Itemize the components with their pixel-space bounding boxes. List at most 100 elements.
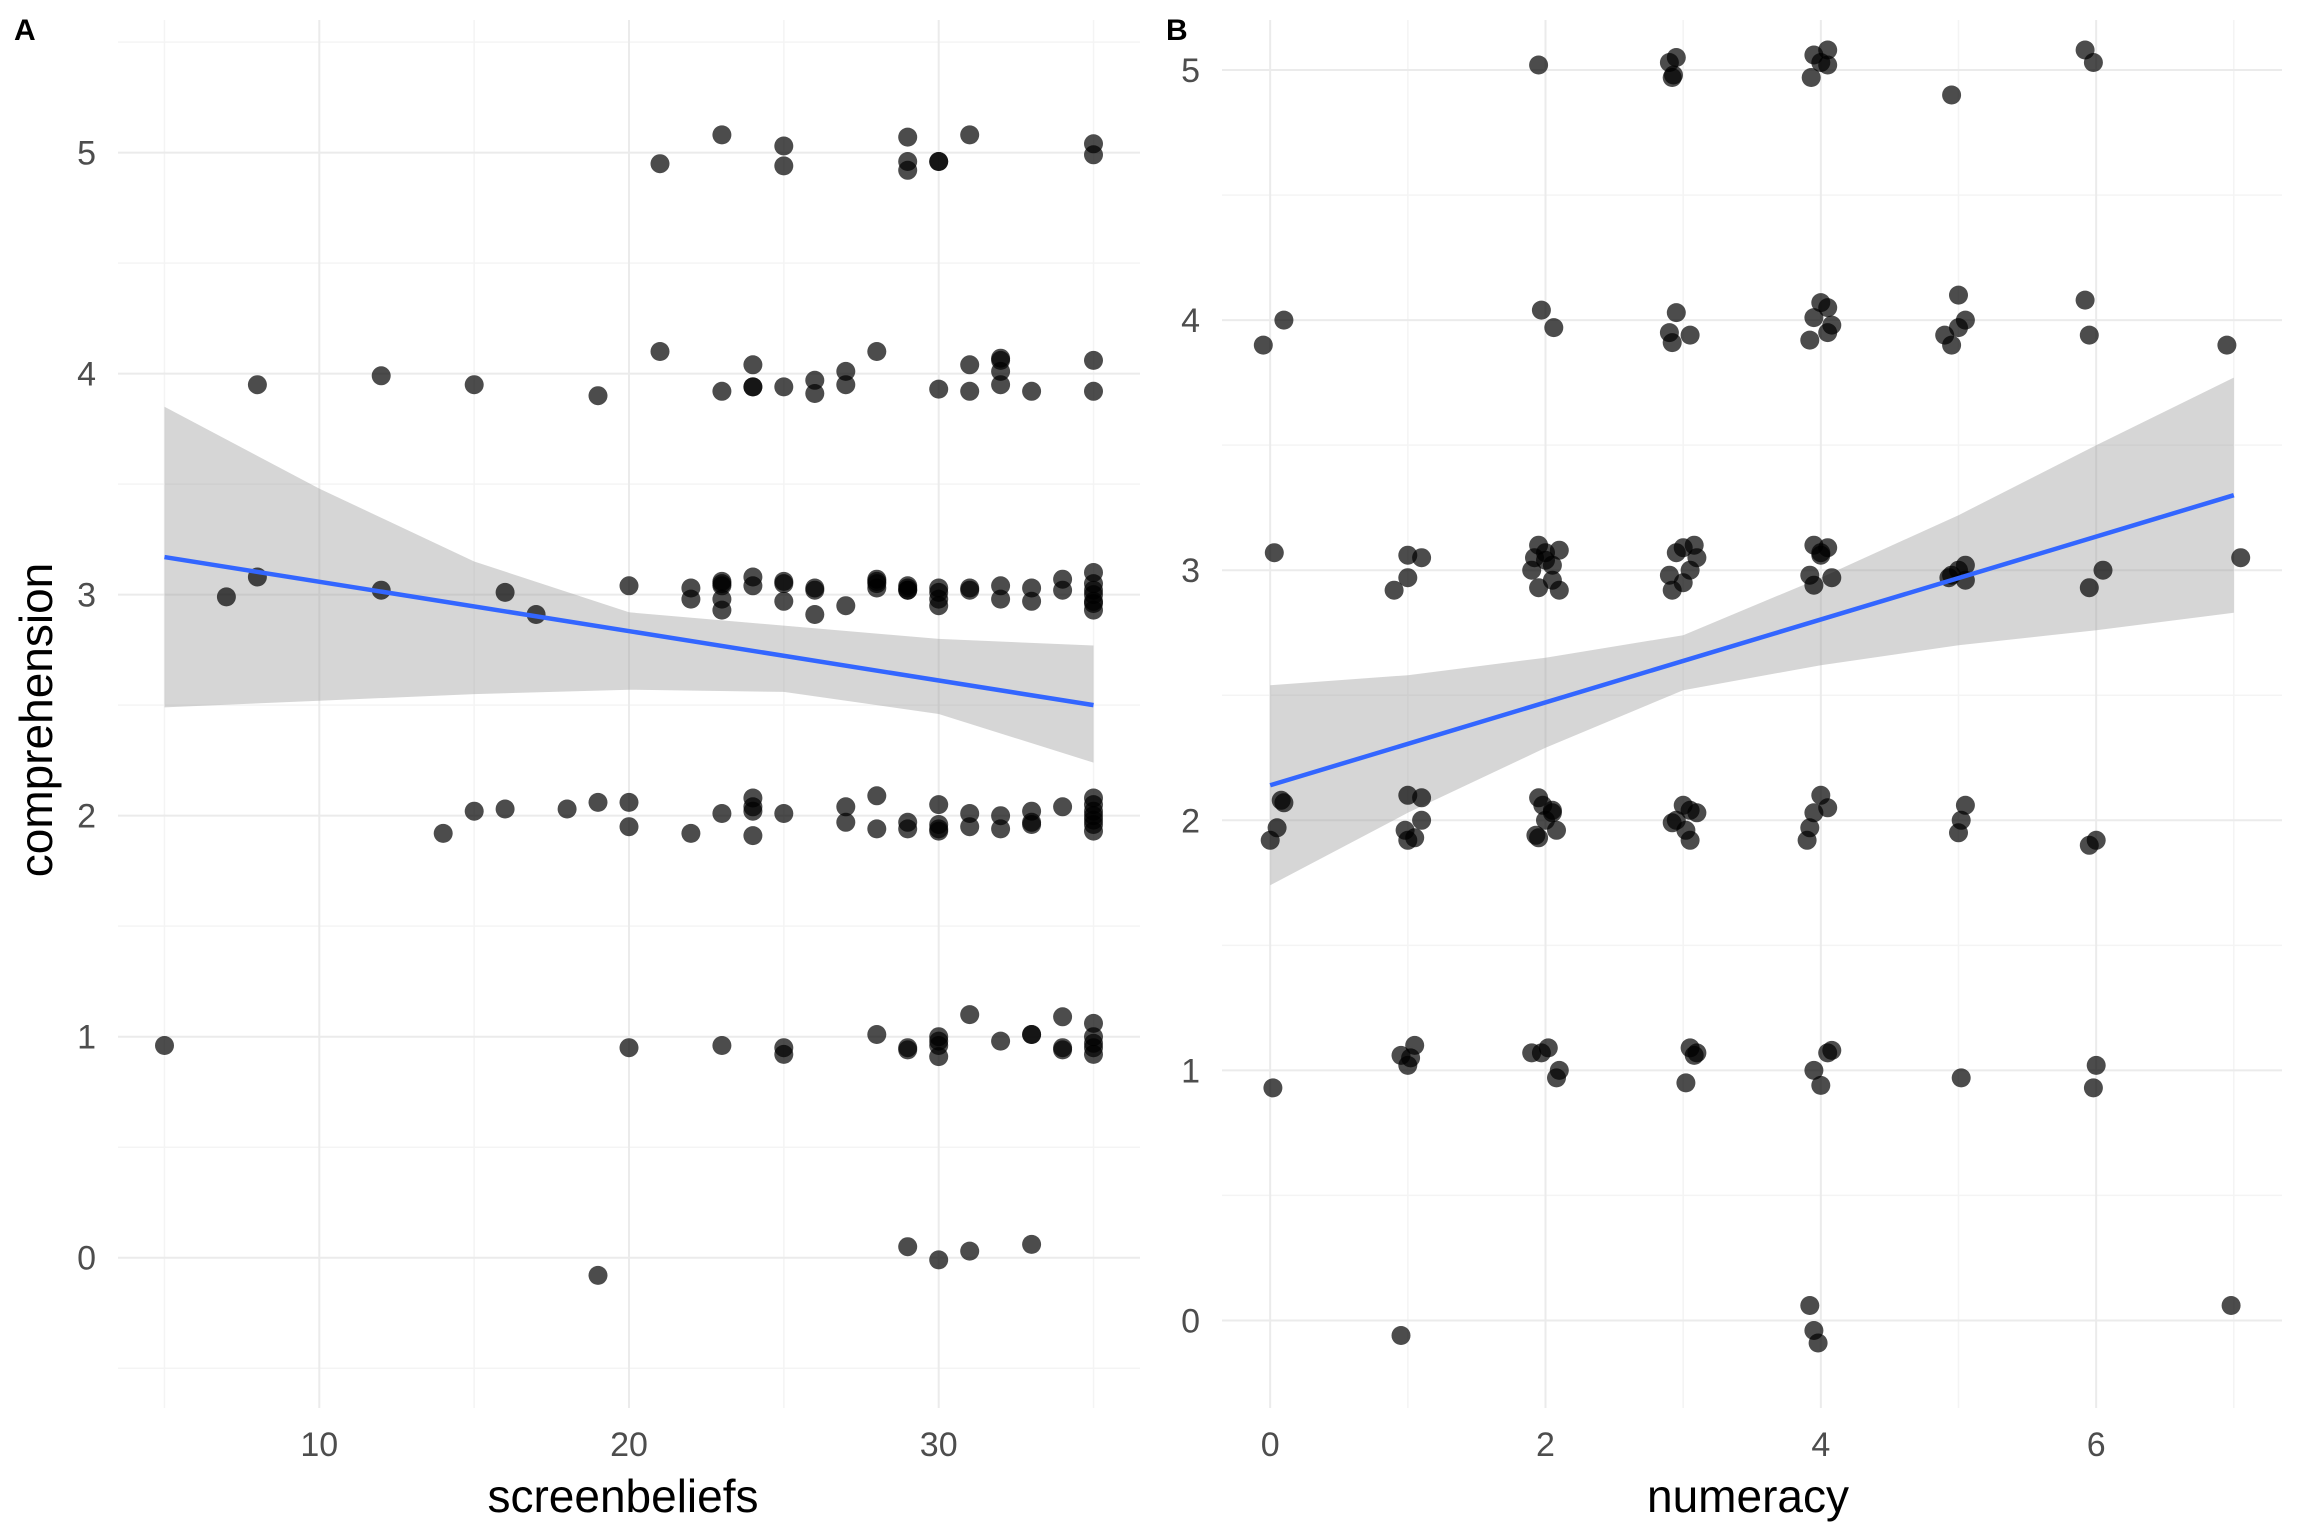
data-point: [495, 799, 515, 819]
y-tick-label: 0: [1181, 1302, 1200, 1340]
data-point: [2075, 290, 2095, 310]
data-point: [960, 125, 980, 145]
data-point: [2231, 548, 2251, 568]
data-point: [836, 375, 856, 395]
data-point: [867, 819, 887, 839]
data-point: [774, 156, 794, 176]
data-point: [836, 797, 856, 817]
data-point: [247, 375, 267, 395]
data-point: [1274, 310, 1294, 330]
data-point: [1949, 318, 1968, 338]
data-point: [1053, 1007, 1073, 1027]
data-point: [1412, 810, 1432, 830]
data-point: [1818, 55, 1838, 75]
data-point: [2083, 53, 2103, 72]
data-point: [1804, 1060, 1824, 1080]
data-point: [898, 819, 918, 839]
data-point: [1662, 68, 1682, 87]
data-point: [991, 1031, 1011, 1051]
data-point: [2083, 1078, 2103, 1098]
data-point: [960, 381, 980, 401]
data-point: [743, 355, 763, 375]
data-point: [1822, 1040, 1842, 1060]
data-point: [774, 574, 794, 594]
data-point: [712, 125, 732, 145]
y-tick-label: 0: [77, 1240, 96, 1278]
data-point: [1951, 1068, 1971, 1088]
data-point: [774, 136, 794, 156]
confidence-band: [1270, 377, 2234, 886]
data-point: [557, 799, 577, 819]
data-point: [1797, 830, 1817, 850]
data-point: [743, 576, 763, 596]
data-point: [1529, 828, 1549, 848]
data-point: [1084, 350, 1103, 370]
data-point: [929, 819, 949, 839]
data-point: [898, 580, 918, 600]
panel-b-x-tick-labels: 0 2 4 6: [1261, 1426, 2106, 1464]
data-point: [805, 605, 825, 624]
data-point: [929, 1031, 949, 1051]
data-point: [960, 817, 980, 837]
x-tick-label: 10: [300, 1426, 338, 1464]
data-point: [1531, 1043, 1551, 1063]
data-point: [1053, 580, 1073, 600]
data-point: [619, 792, 639, 812]
data-point: [960, 1005, 980, 1025]
data-point: [1531, 300, 1551, 320]
data-point: [1666, 303, 1686, 323]
panel-b-points: [1253, 40, 2251, 1353]
y-tick-label: 3: [77, 577, 96, 615]
data-point: [805, 384, 825, 403]
panel-b-label: B: [1166, 14, 1188, 47]
data-point: [774, 591, 794, 611]
data-point: [991, 375, 1011, 395]
data-point: [1804, 803, 1824, 823]
data-point: [1084, 591, 1103, 611]
data-point: [1666, 48, 1686, 67]
data-point: [1398, 568, 1418, 588]
data-point: [1680, 830, 1700, 850]
data-point: [991, 361, 1011, 381]
regression-line: [164, 554, 1094, 708]
data-point: [1022, 1025, 1042, 1044]
data-point: [1680, 325, 1700, 345]
panel-a-x-axis-title: screenbeliefs: [487, 1470, 758, 1522]
data-point: [929, 582, 949, 602]
data-point: [929, 1250, 949, 1270]
y-tick-label: 3: [1181, 552, 1200, 590]
confidence-band: [164, 406, 1094, 763]
data-point: [1811, 1075, 1831, 1095]
data-point: [1662, 813, 1682, 833]
data-point: [650, 342, 670, 361]
x-tick-label: 20: [610, 1426, 648, 1464]
data-point: [1818, 298, 1838, 318]
data-point: [929, 152, 949, 171]
data-point: [805, 370, 825, 390]
panel-a-points: [155, 125, 1103, 1285]
data-point: [1084, 1038, 1103, 1058]
y-tick-label: 2: [77, 798, 96, 836]
data-point: [1529, 55, 1549, 75]
data-point: [1253, 335, 1273, 355]
data-point: [991, 576, 1011, 596]
panel-a-y-tick-labels: 0 1 2 3 4 5: [77, 135, 96, 1278]
data-point: [712, 381, 732, 401]
data-point: [712, 804, 732, 823]
data-point: [960, 578, 980, 598]
data-point: [1942, 335, 1962, 355]
x-tick-label: 2: [1536, 1426, 1555, 1464]
data-point: [1818, 323, 1838, 343]
x-tick-label: 30: [920, 1426, 958, 1464]
data-point: [1264, 543, 1284, 563]
y-tick-label: 4: [1181, 302, 1200, 340]
data-point: [867, 342, 887, 361]
data-point: [929, 795, 949, 815]
data-point: [743, 826, 763, 846]
data-point: [619, 1038, 639, 1058]
data-point: [588, 386, 608, 406]
data-point: [1529, 578, 1549, 598]
data-point: [1022, 578, 1042, 598]
data-point: [681, 823, 701, 843]
